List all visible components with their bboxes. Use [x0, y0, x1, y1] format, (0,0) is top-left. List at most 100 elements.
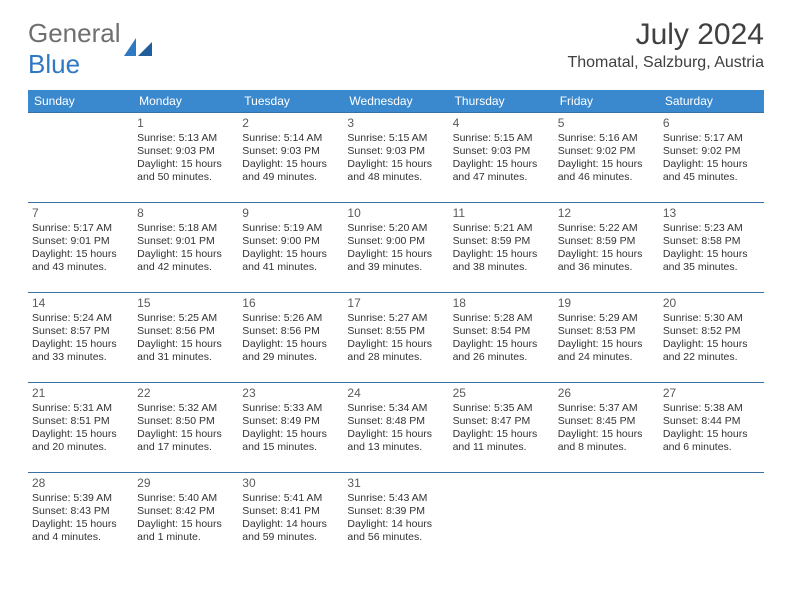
- day-info-line: and 42 minutes.: [137, 261, 234, 274]
- day-info-line: Daylight: 15 hours: [663, 248, 760, 261]
- calendar-day-cell: 5Sunrise: 5:16 AMSunset: 9:02 PMDaylight…: [554, 113, 659, 203]
- day-info-line: Sunrise: 5:35 AM: [453, 402, 550, 415]
- calendar-week-row: 7Sunrise: 5:17 AM Sunset: 9:01 PM Daylight…: [28, 203, 764, 293]
- calendar-day-cell: 3Sunrise: 5:15 AMSunset: 9:03 PMDaylight…: [343, 113, 448, 203]
- day-number: 6: [663, 116, 760, 131]
- weekday-header: Sunday: [28, 90, 133, 113]
- day-info-line: Daylight: 15 hours: [137, 428, 234, 441]
- day-info-line: Sunrise: 5:30 AM: [663, 312, 760, 325]
- calendar-week-row: 28Sunrise: 5:39 AMSunset: 8:43 PMDayligh…: [28, 473, 764, 563]
- day-info-line: Sunrise: 5:39 AM: [32, 492, 129, 505]
- brand-logo: General Blue: [28, 18, 154, 80]
- day-info-line: Sunset: 9:00 PM: [242, 235, 339, 248]
- day-info-line: Sunset: 8:41 PM: [242, 505, 339, 518]
- day-info-line: Daylight: 15 hours: [663, 158, 760, 171]
- calendar-day-cell: 4Sunrise: 5:15 AMSunset: 9:03 PMDaylight…: [449, 113, 554, 203]
- day-info-line: Sunset: 8:50 PM: [137, 415, 234, 428]
- day-number: 5: [558, 116, 655, 131]
- day-info-line: Daylight: 15 hours: [453, 338, 550, 351]
- day-info-line: Daylight: 15 hours: [453, 158, 550, 171]
- day-info-line: Sunrise: 5:17 AM: [32, 222, 129, 235]
- day-info-line: and 28 minutes.: [347, 351, 444, 364]
- day-info-line: Sunrise: 5:20 AM: [347, 222, 444, 235]
- calendar-table: SundayMondayTuesdayWednesdayThursdayFrid…: [28, 90, 764, 563]
- day-info-line: Daylight: 15 hours: [242, 158, 339, 171]
- day-number: 17: [347, 296, 444, 311]
- calendar-week-row: 14Sunrise: 5:24 AMSunset: 8:57 PMDayligh…: [28, 293, 764, 383]
- day-info-line: Sunrise: 5:24 AM: [32, 312, 129, 325]
- calendar-day-cell: 27Sunrise: 5:38 AMSunset: 8:44 PMDayligh…: [659, 383, 764, 473]
- day-info-line: Sunset: 9:00 PM: [347, 235, 444, 248]
- day-number: 21: [32, 386, 129, 401]
- day-info-line: and 22 minutes.: [663, 351, 760, 364]
- day-info-line: Sunrise: 5:40 AM: [137, 492, 234, 505]
- day-info-line: and 48 minutes.: [347, 171, 444, 184]
- day-info-line: and 45 minutes.: [663, 171, 760, 184]
- calendar-day-cell: 11Sunrise: 5:21 AMSunset: 8:59 PMDayligh…: [449, 203, 554, 293]
- calendar-day-cell: 9Sunrise: 5:19 AMSunset: 9:00 PMDaylight…: [238, 203, 343, 293]
- calendar-week-row: 21Sunrise: 5:31 AMSunset: 8:51 PMDayligh…: [28, 383, 764, 473]
- weekday-header: Monday: [133, 90, 238, 113]
- day-info-line: Daylight: 15 hours: [663, 338, 760, 351]
- calendar-day-cell: [659, 473, 764, 563]
- day-info-line: Daylight: 15 hours: [558, 338, 655, 351]
- day-info-line: Sunrise: 5:21 AM: [453, 222, 550, 235]
- day-info-line: Daylight: 15 hours: [242, 248, 339, 261]
- day-info-line: Sunrise: 5:37 AM: [558, 402, 655, 415]
- day-number: 18: [453, 296, 550, 311]
- calendar-day-cell: 24Sunrise: 5:34 AMSunset: 8:48 PMDayligh…: [343, 383, 448, 473]
- day-number: 31: [347, 476, 444, 491]
- day-info-line: and 50 minutes.: [137, 171, 234, 184]
- day-info-line: Sunrise: 5:17 AM: [663, 132, 760, 145]
- day-info-line: and 11 minutes.: [453, 441, 550, 454]
- day-info-line: Daylight: 15 hours: [32, 248, 129, 261]
- day-info-line: Daylight: 15 hours: [32, 428, 129, 441]
- day-info-line: and 33 minutes.: [32, 351, 129, 364]
- page-header: General Blue July 2024 Thomatal, Salzbur…: [28, 18, 764, 80]
- day-number: 12: [558, 206, 655, 221]
- day-info-line: Daylight: 14 hours: [242, 518, 339, 531]
- day-number: 4: [453, 116, 550, 131]
- calendar-day-cell: 12Sunrise: 5:22 AMSunset: 8:59 PMDayligh…: [554, 203, 659, 293]
- calendar-day-cell: 26Sunrise: 5:37 AMSunset: 8:45 PMDayligh…: [554, 383, 659, 473]
- calendar-day-cell: [554, 473, 659, 563]
- day-info-line: Sunset: 8:55 PM: [347, 325, 444, 338]
- day-info-line: Sunset: 8:57 PM: [32, 325, 129, 338]
- day-info-line: and 4 minutes.: [32, 531, 129, 544]
- day-info-line: Sunrise: 5:13 AM: [137, 132, 234, 145]
- calendar-day-cell: 13Sunrise: 5:23 AMSunset: 8:58 PMDayligh…: [659, 203, 764, 293]
- day-info-line: Sunset: 9:01 PM: [137, 235, 234, 248]
- day-number: 26: [558, 386, 655, 401]
- calendar-day-cell: [28, 113, 133, 203]
- day-info-line: Daylight: 15 hours: [453, 428, 550, 441]
- day-info-line: Sunrise: 5:15 AM: [453, 132, 550, 145]
- day-number: 7: [32, 206, 129, 221]
- brand-word-2: Blue: [28, 49, 80, 79]
- calendar-day-cell: 2Sunrise: 5:14 AMSunset: 9:03 PMDaylight…: [238, 113, 343, 203]
- calendar-day-cell: 15Sunrise: 5:25 AMSunset: 8:56 PMDayligh…: [133, 293, 238, 383]
- day-info-line: and 26 minutes.: [453, 351, 550, 364]
- day-info-line: and 59 minutes.: [242, 531, 339, 544]
- day-info-line: Sunrise: 5:29 AM: [558, 312, 655, 325]
- day-info-line: Daylight: 15 hours: [558, 428, 655, 441]
- day-info-line: Sunset: 8:52 PM: [663, 325, 760, 338]
- day-info-line: Sunset: 8:43 PM: [32, 505, 129, 518]
- calendar-day-cell: 1Sunrise: 5:13 AMSunset: 9:03 PMDaylight…: [133, 113, 238, 203]
- day-info-line: and 35 minutes.: [663, 261, 760, 274]
- brand-word-1: General: [28, 18, 121, 48]
- day-info-line: Sunset: 8:59 PM: [558, 235, 655, 248]
- day-info-line: Sunrise: 5:18 AM: [137, 222, 234, 235]
- day-info-line: Sunrise: 5:14 AM: [242, 132, 339, 145]
- day-info-line: Sunrise: 5:34 AM: [347, 402, 444, 415]
- day-number: 22: [137, 386, 234, 401]
- day-info-line: Sunset: 9:03 PM: [137, 145, 234, 158]
- month-title: July 2024: [567, 18, 764, 52]
- calendar-body: 1Sunrise: 5:13 AMSunset: 9:03 PMDaylight…: [28, 113, 764, 563]
- day-info-line: and 24 minutes.: [558, 351, 655, 364]
- day-info-line: Daylight: 15 hours: [137, 518, 234, 531]
- day-info-line: Daylight: 15 hours: [663, 428, 760, 441]
- calendar-day-cell: 21Sunrise: 5:31 AMSunset: 8:51 PMDayligh…: [28, 383, 133, 473]
- day-info-line: and 31 minutes.: [137, 351, 234, 364]
- calendar-day-cell: 25Sunrise: 5:35 AMSunset: 8:47 PMDayligh…: [449, 383, 554, 473]
- day-info-line: Daylight: 15 hours: [558, 158, 655, 171]
